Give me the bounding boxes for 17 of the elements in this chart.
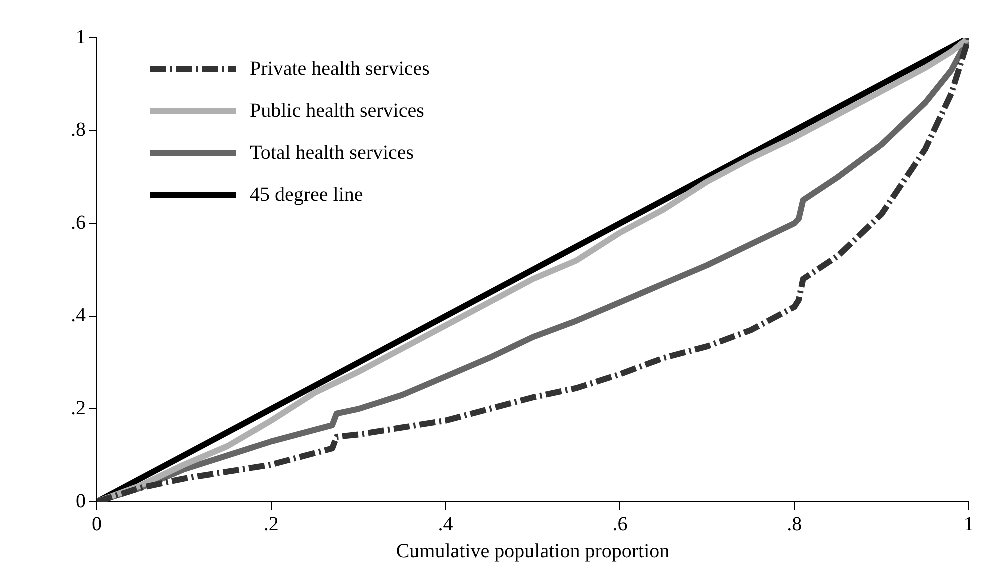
x-tick-label: .8: [787, 513, 802, 536]
y-tick-label: .2: [71, 397, 86, 420]
y-tick-label: .8: [71, 119, 86, 142]
y-tick-label: .6: [71, 212, 86, 234]
x-tick-label: 1: [964, 513, 974, 536]
legend-label: Public health services: [250, 100, 424, 122]
y-tick-label: 1: [76, 26, 86, 48]
x-tick-label: .2: [264, 513, 279, 536]
legend-label: Private health services: [250, 58, 430, 80]
x-axis-title: Cumulative population proportion: [396, 540, 670, 562]
x-tick-label: 0: [92, 513, 102, 536]
y-tick-label: .4: [71, 304, 86, 327]
legend-label: 45 degree line: [250, 184, 364, 206]
legend-label: Total health services: [250, 142, 414, 164]
x-tick-label: .4: [438, 513, 454, 536]
y-tick-label: 0: [76, 490, 86, 512]
x-tick-label: .6: [612, 513, 628, 536]
